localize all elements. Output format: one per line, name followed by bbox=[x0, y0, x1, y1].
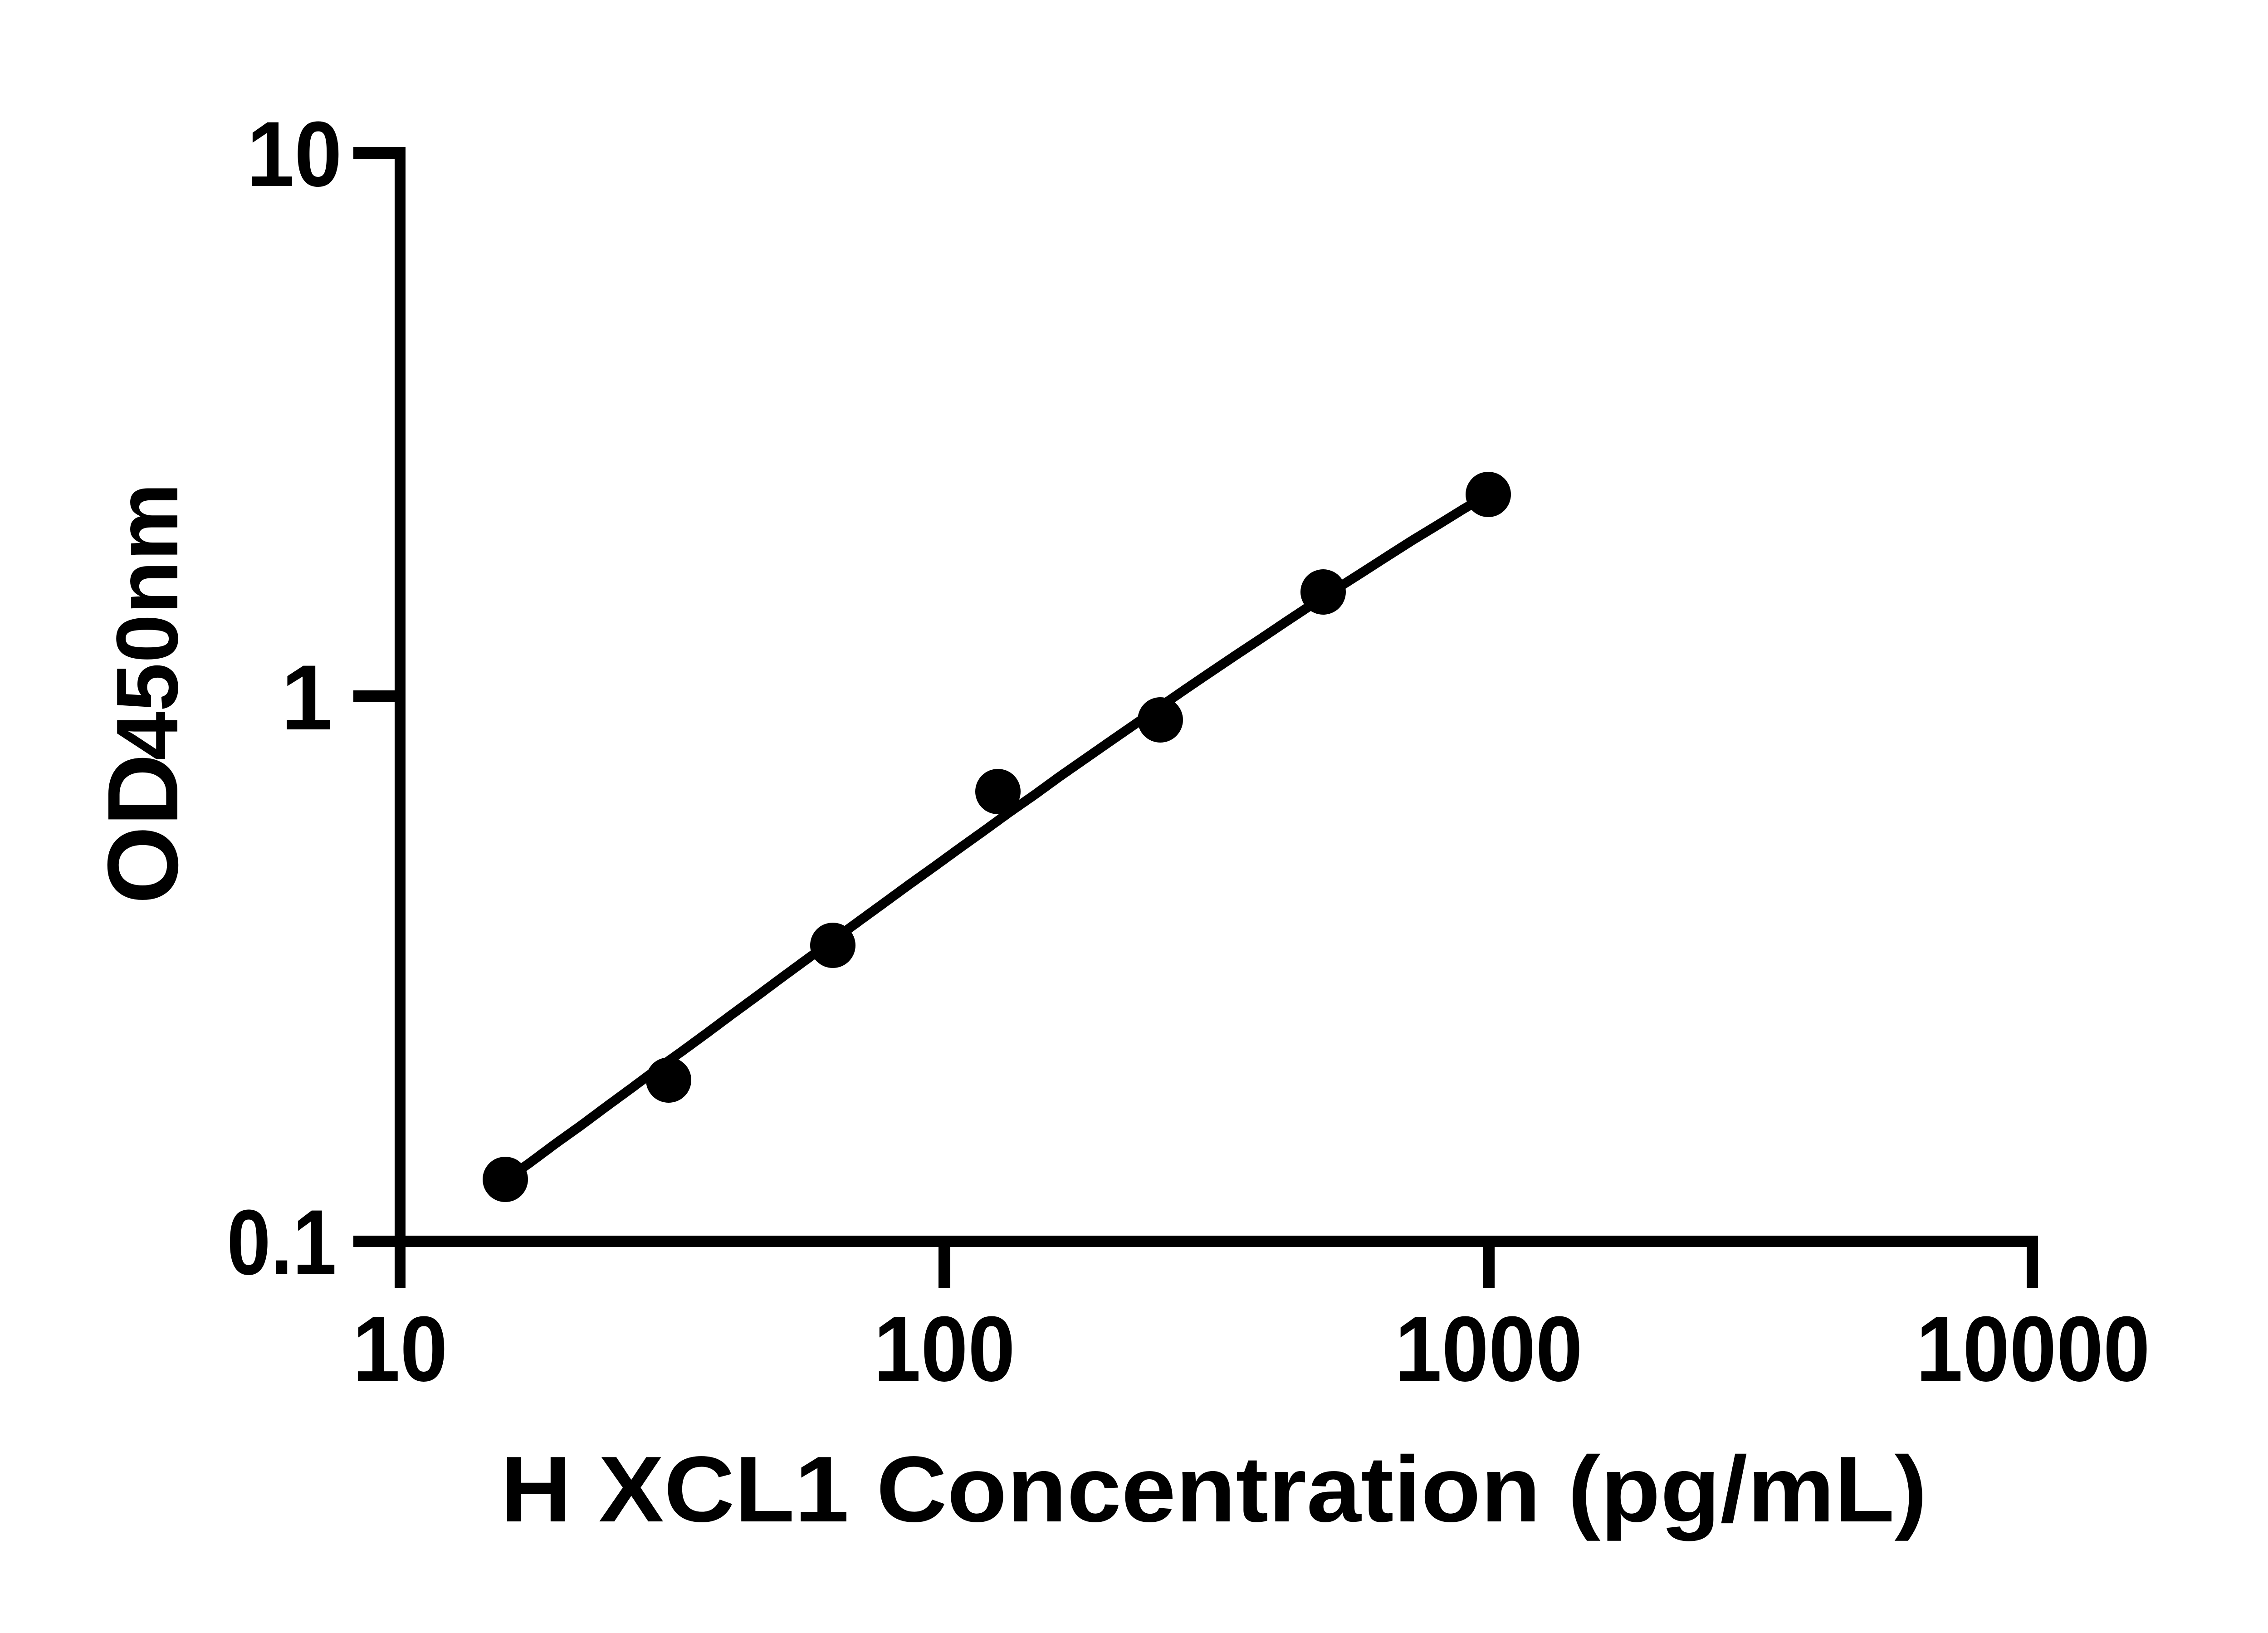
svg-text:H XCL1 Concentration (pg/mL): H XCL1 Concentration (pg/mL) bbox=[501, 1437, 1927, 1541]
svg-text:1: 1 bbox=[281, 646, 332, 749]
svg-text:10: 10 bbox=[352, 1297, 448, 1401]
svg-text:450nm: 450nm bbox=[98, 483, 196, 760]
svg-text:1000: 1000 bbox=[1395, 1297, 1583, 1401]
svg-text:10: 10 bbox=[247, 103, 342, 206]
svg-text:100: 100 bbox=[874, 1297, 1015, 1401]
svg-text:0.1: 0.1 bbox=[227, 1191, 337, 1294]
svg-text:10000: 10000 bbox=[1916, 1297, 2150, 1401]
svg-text:OD: OD bbox=[87, 754, 199, 905]
